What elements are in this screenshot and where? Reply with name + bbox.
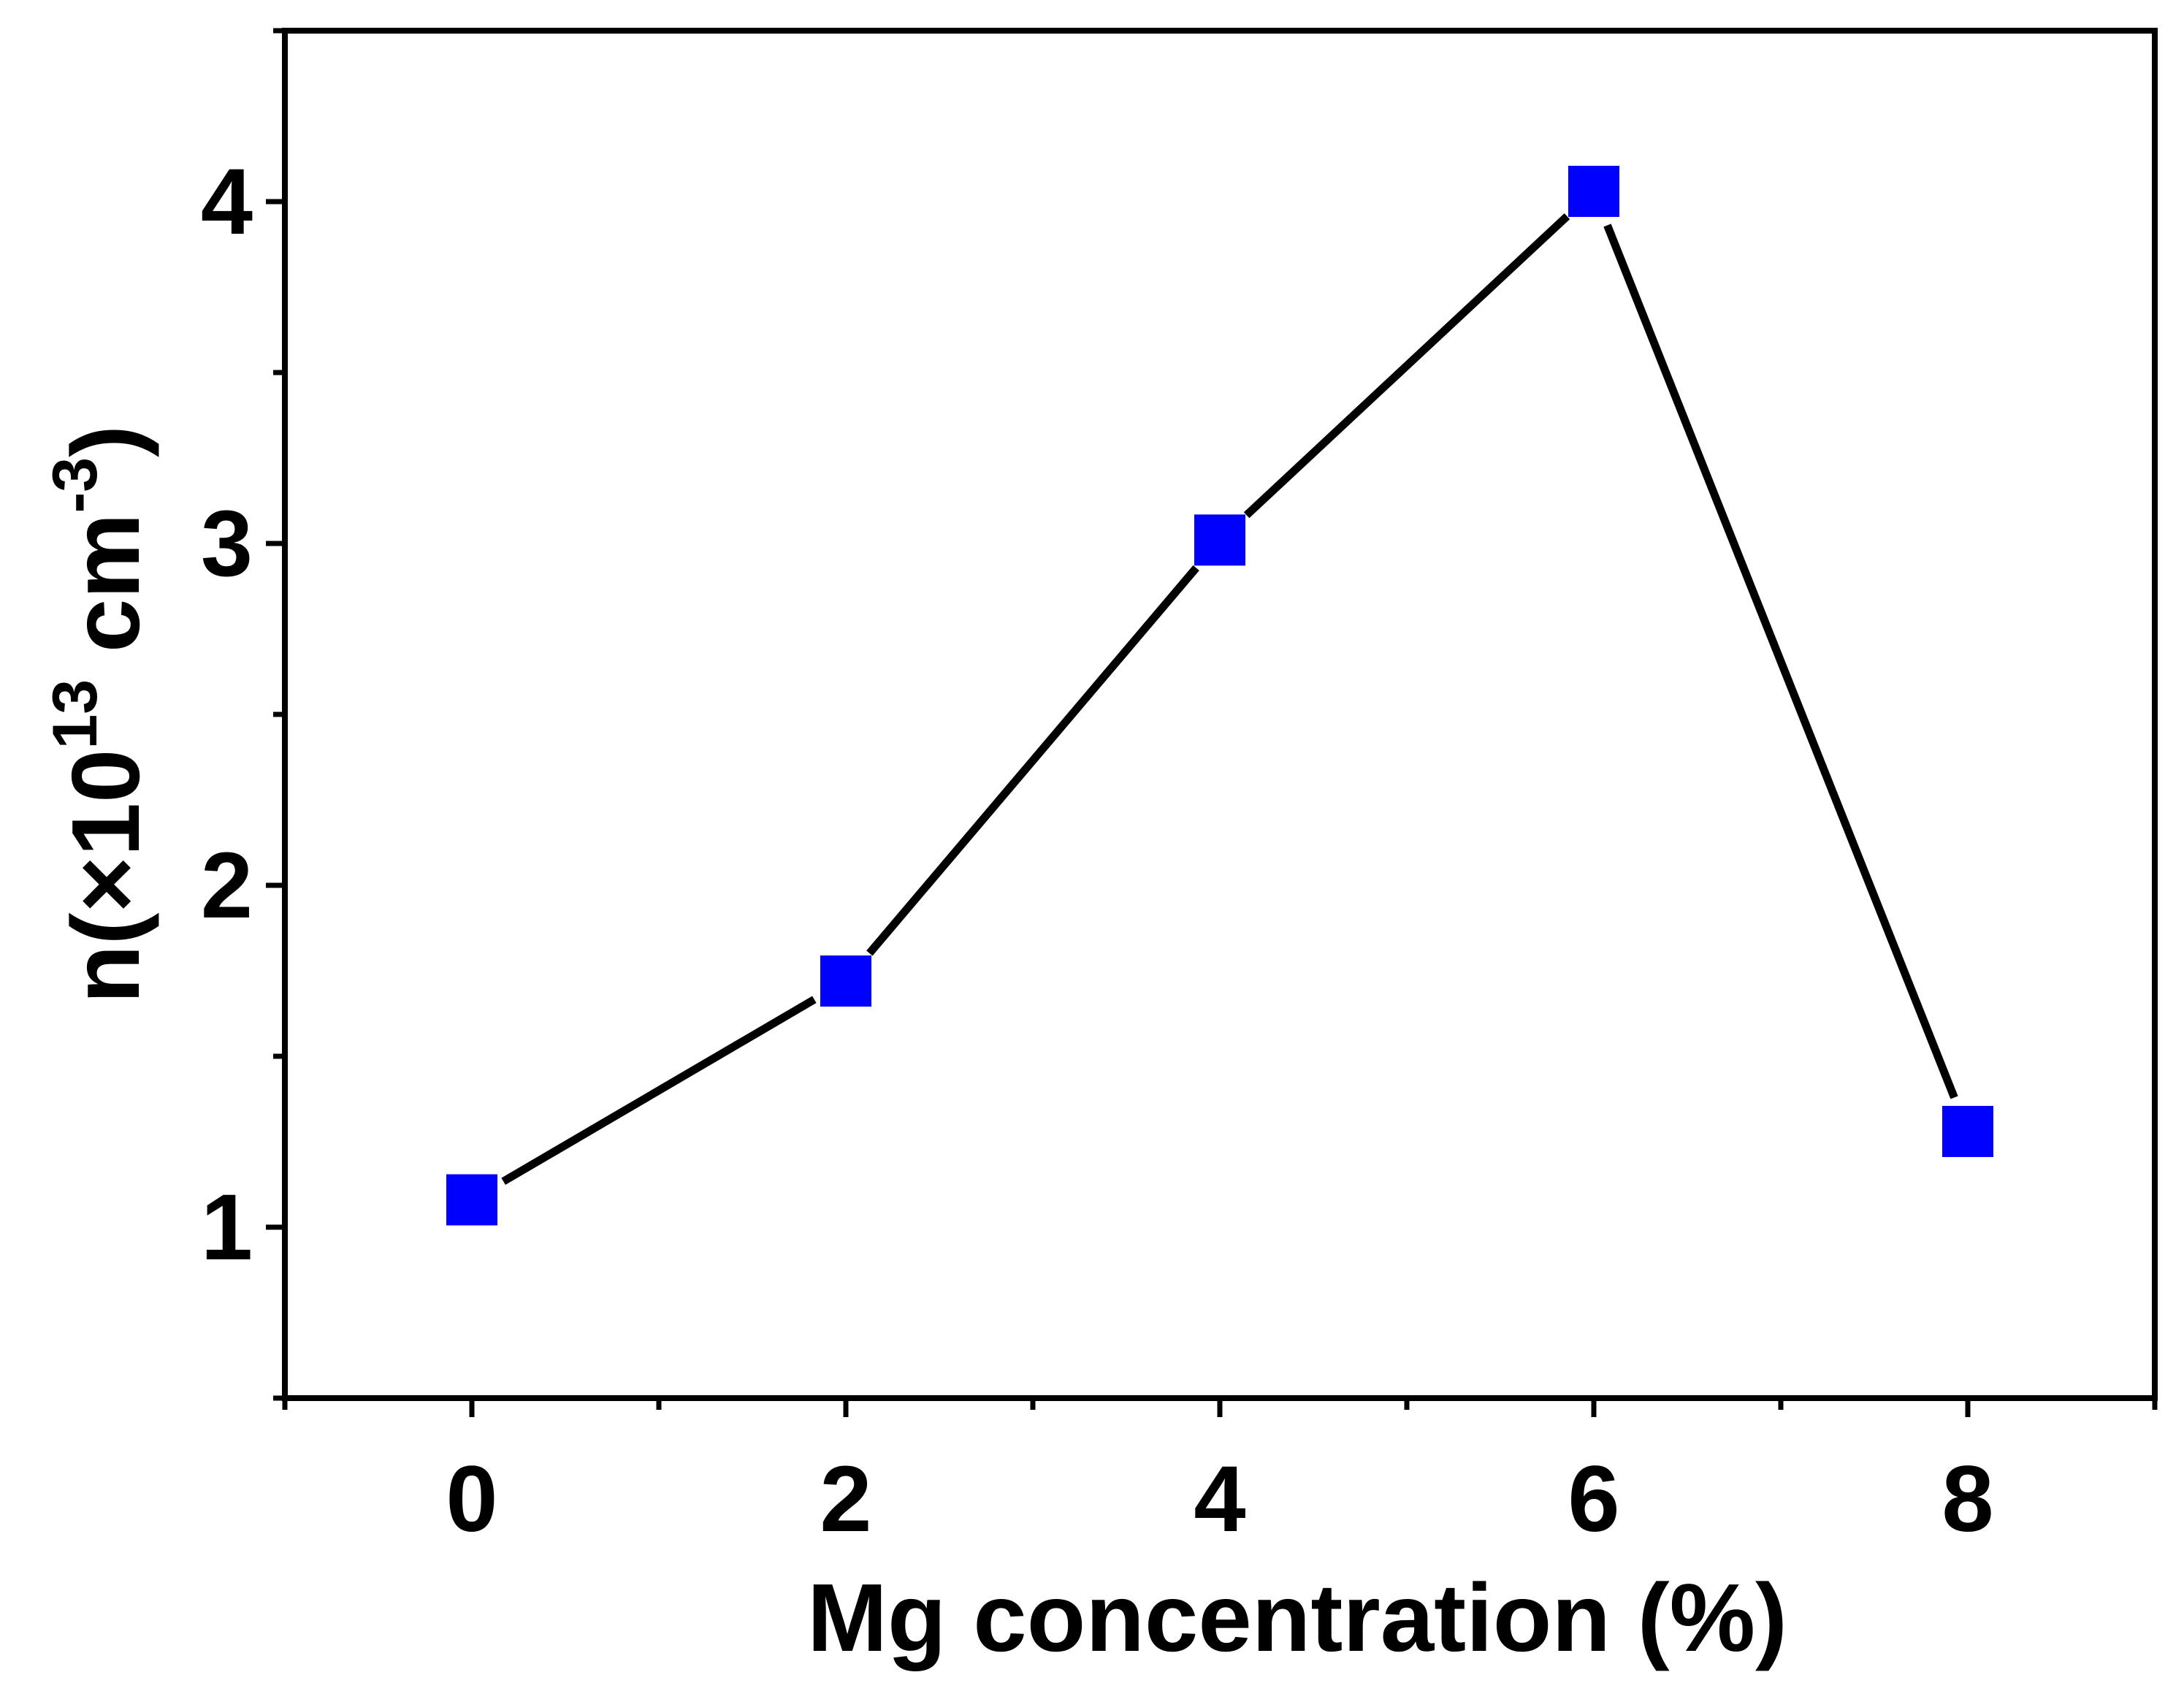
y-axis-title-suffix: ) [52,425,159,457]
series-line-segment [1603,224,1958,1099]
y-tick-label: 1 [201,1175,253,1280]
y-axis-ticks: 1 2 3 4 [201,28,285,1401]
y-axis-title-exp2: -3 [40,457,110,513]
data-point [1568,165,1619,217]
data-point [446,1174,497,1226]
series-line-segment [866,565,1199,956]
data-point [1194,514,1245,566]
x-axis-ticks: 0 2 4 6 8 [282,1398,2158,1552]
y-tick-label: 4 [201,150,253,254]
y-axis-title-prefix: n(×10 [52,749,159,1004]
series-line-segment [501,996,817,1186]
y-tick-label: 3 [201,492,253,596]
series-line-segment [1243,213,1570,519]
series-markers [446,165,1993,1226]
x-tick-label: 2 [820,1447,871,1552]
data-point [1942,1105,1993,1157]
series-lines [501,213,1958,1186]
x-tick-label: 8 [1941,1447,1993,1552]
x-tick-label: 6 [1568,1447,1619,1552]
data-point [820,955,871,1007]
x-tick-label: 0 [446,1447,497,1552]
y-tick-label: 2 [201,833,253,938]
y-axis-title-mid: cm [52,513,159,679]
x-axis-title: Mg concentration (%) [807,1564,1787,1671]
plot-frame [282,28,2158,1401]
y-axis-title: n(×1013 cm-3) [40,425,159,1004]
y-axis-title-exp1: 13 [40,679,110,749]
x-tick-label: 4 [1194,1447,1245,1552]
